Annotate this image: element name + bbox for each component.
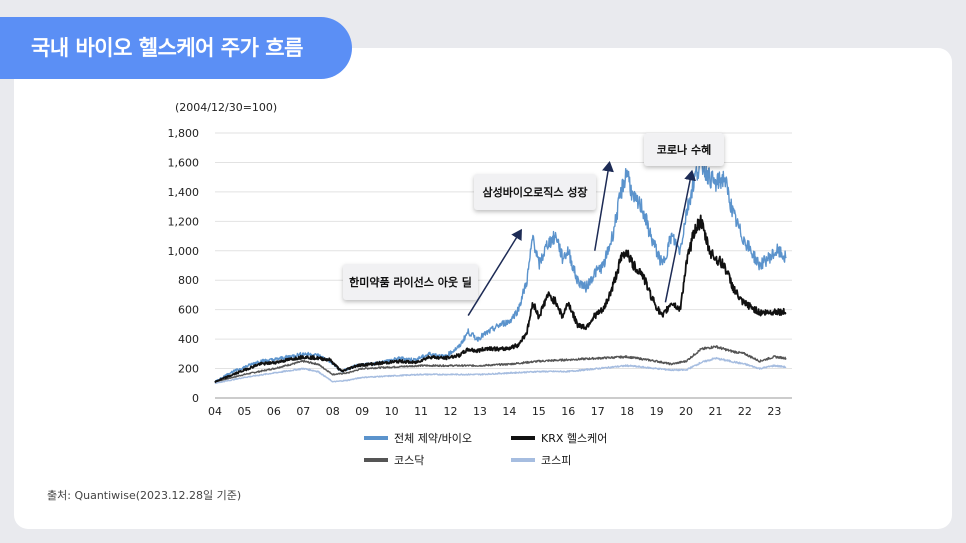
- x-tick-label: 12: [444, 405, 458, 418]
- source-note: 출처: Quantiwise(2023.12.28일 기준): [47, 489, 242, 502]
- annotation-arrow: [467, 228, 522, 316]
- annotation-box: [343, 264, 478, 300]
- y-axis-ticks: 0 200 400 600 800 1,000 1,200 1,400 1,600 1,800: [168, 127, 200, 405]
- legend-label: KRX 헬스케어: [541, 432, 607, 445]
- x-tick-label: 22: [738, 405, 752, 418]
- annotation-arrow: [664, 169, 697, 303]
- x-tick-label: 19: [650, 405, 664, 418]
- x-tick-label: 17: [591, 405, 605, 418]
- y-tick-label: 1,800: [168, 127, 200, 140]
- series-line: [214, 345, 787, 383]
- content-card: [14, 48, 952, 529]
- x-tick-label: 04: [208, 405, 222, 418]
- x-tick-label: 10: [385, 405, 399, 418]
- x-tick-label: 18: [620, 405, 634, 418]
- y-tick-label: 1,200: [168, 215, 200, 228]
- x-tick-label: 23: [767, 405, 781, 418]
- x-tick-label: 11: [414, 405, 428, 418]
- x-tick-label: 05: [237, 405, 251, 418]
- series-line: [214, 214, 787, 383]
- x-tick-label: 15: [532, 405, 546, 418]
- x-tick-label: 20: [679, 405, 693, 418]
- annotation-label: 삼성바이오로직스 성장: [482, 185, 587, 199]
- annotation-arrow: [594, 160, 614, 251]
- series-line: [214, 153, 787, 383]
- x-tick-label: 13: [473, 405, 487, 418]
- y-tick-label: 800: [178, 274, 199, 287]
- x-tick-label: 16: [561, 405, 575, 418]
- series-lines: [214, 153, 787, 385]
- annotations: 한미약품 라이선스 아웃 딜 삼성바이오로직스 성장 코로나 수혜: [343, 133, 724, 316]
- legend-label: 코스닥: [394, 454, 424, 467]
- x-axis-ticks: 04 05 06 07 08 09 10 11 12 13 14 15 16 17 18 19 20 21 22 23: [208, 405, 781, 418]
- y-tick-label: 1,600: [168, 156, 200, 169]
- x-tick-label: 09: [355, 405, 369, 418]
- y-axis-label: (2004/12/30=100): [175, 101, 277, 114]
- annotation-label: 한미약품 라이선스 아웃 딜: [349, 275, 472, 289]
- legend-label: 코스피: [541, 454, 571, 467]
- y-tick-label: 1,400: [168, 186, 200, 199]
- legend-label: 전체 제약/바이오: [394, 431, 472, 445]
- y-tick-label: 400: [178, 333, 199, 346]
- y-tick-label: 0: [192, 392, 199, 405]
- annotation-box: [644, 133, 724, 166]
- y-tick-label: 200: [178, 363, 199, 376]
- annotation-box: [474, 174, 596, 210]
- x-tick-label: 06: [267, 405, 281, 418]
- page-title: 국내 바이오 헬스케어 주가 흐름: [0, 17, 352, 79]
- x-tick-label: 08: [326, 405, 340, 418]
- x-tick-label: 14: [502, 405, 516, 418]
- y-tick-label: 600: [178, 304, 199, 317]
- y-tick-label: 1,000: [168, 245, 200, 258]
- series-line: [214, 356, 787, 385]
- annotation-label: 코로나 수혜: [657, 143, 711, 157]
- x-tick-label: 21: [708, 405, 722, 418]
- x-tick-label: 07: [296, 405, 310, 418]
